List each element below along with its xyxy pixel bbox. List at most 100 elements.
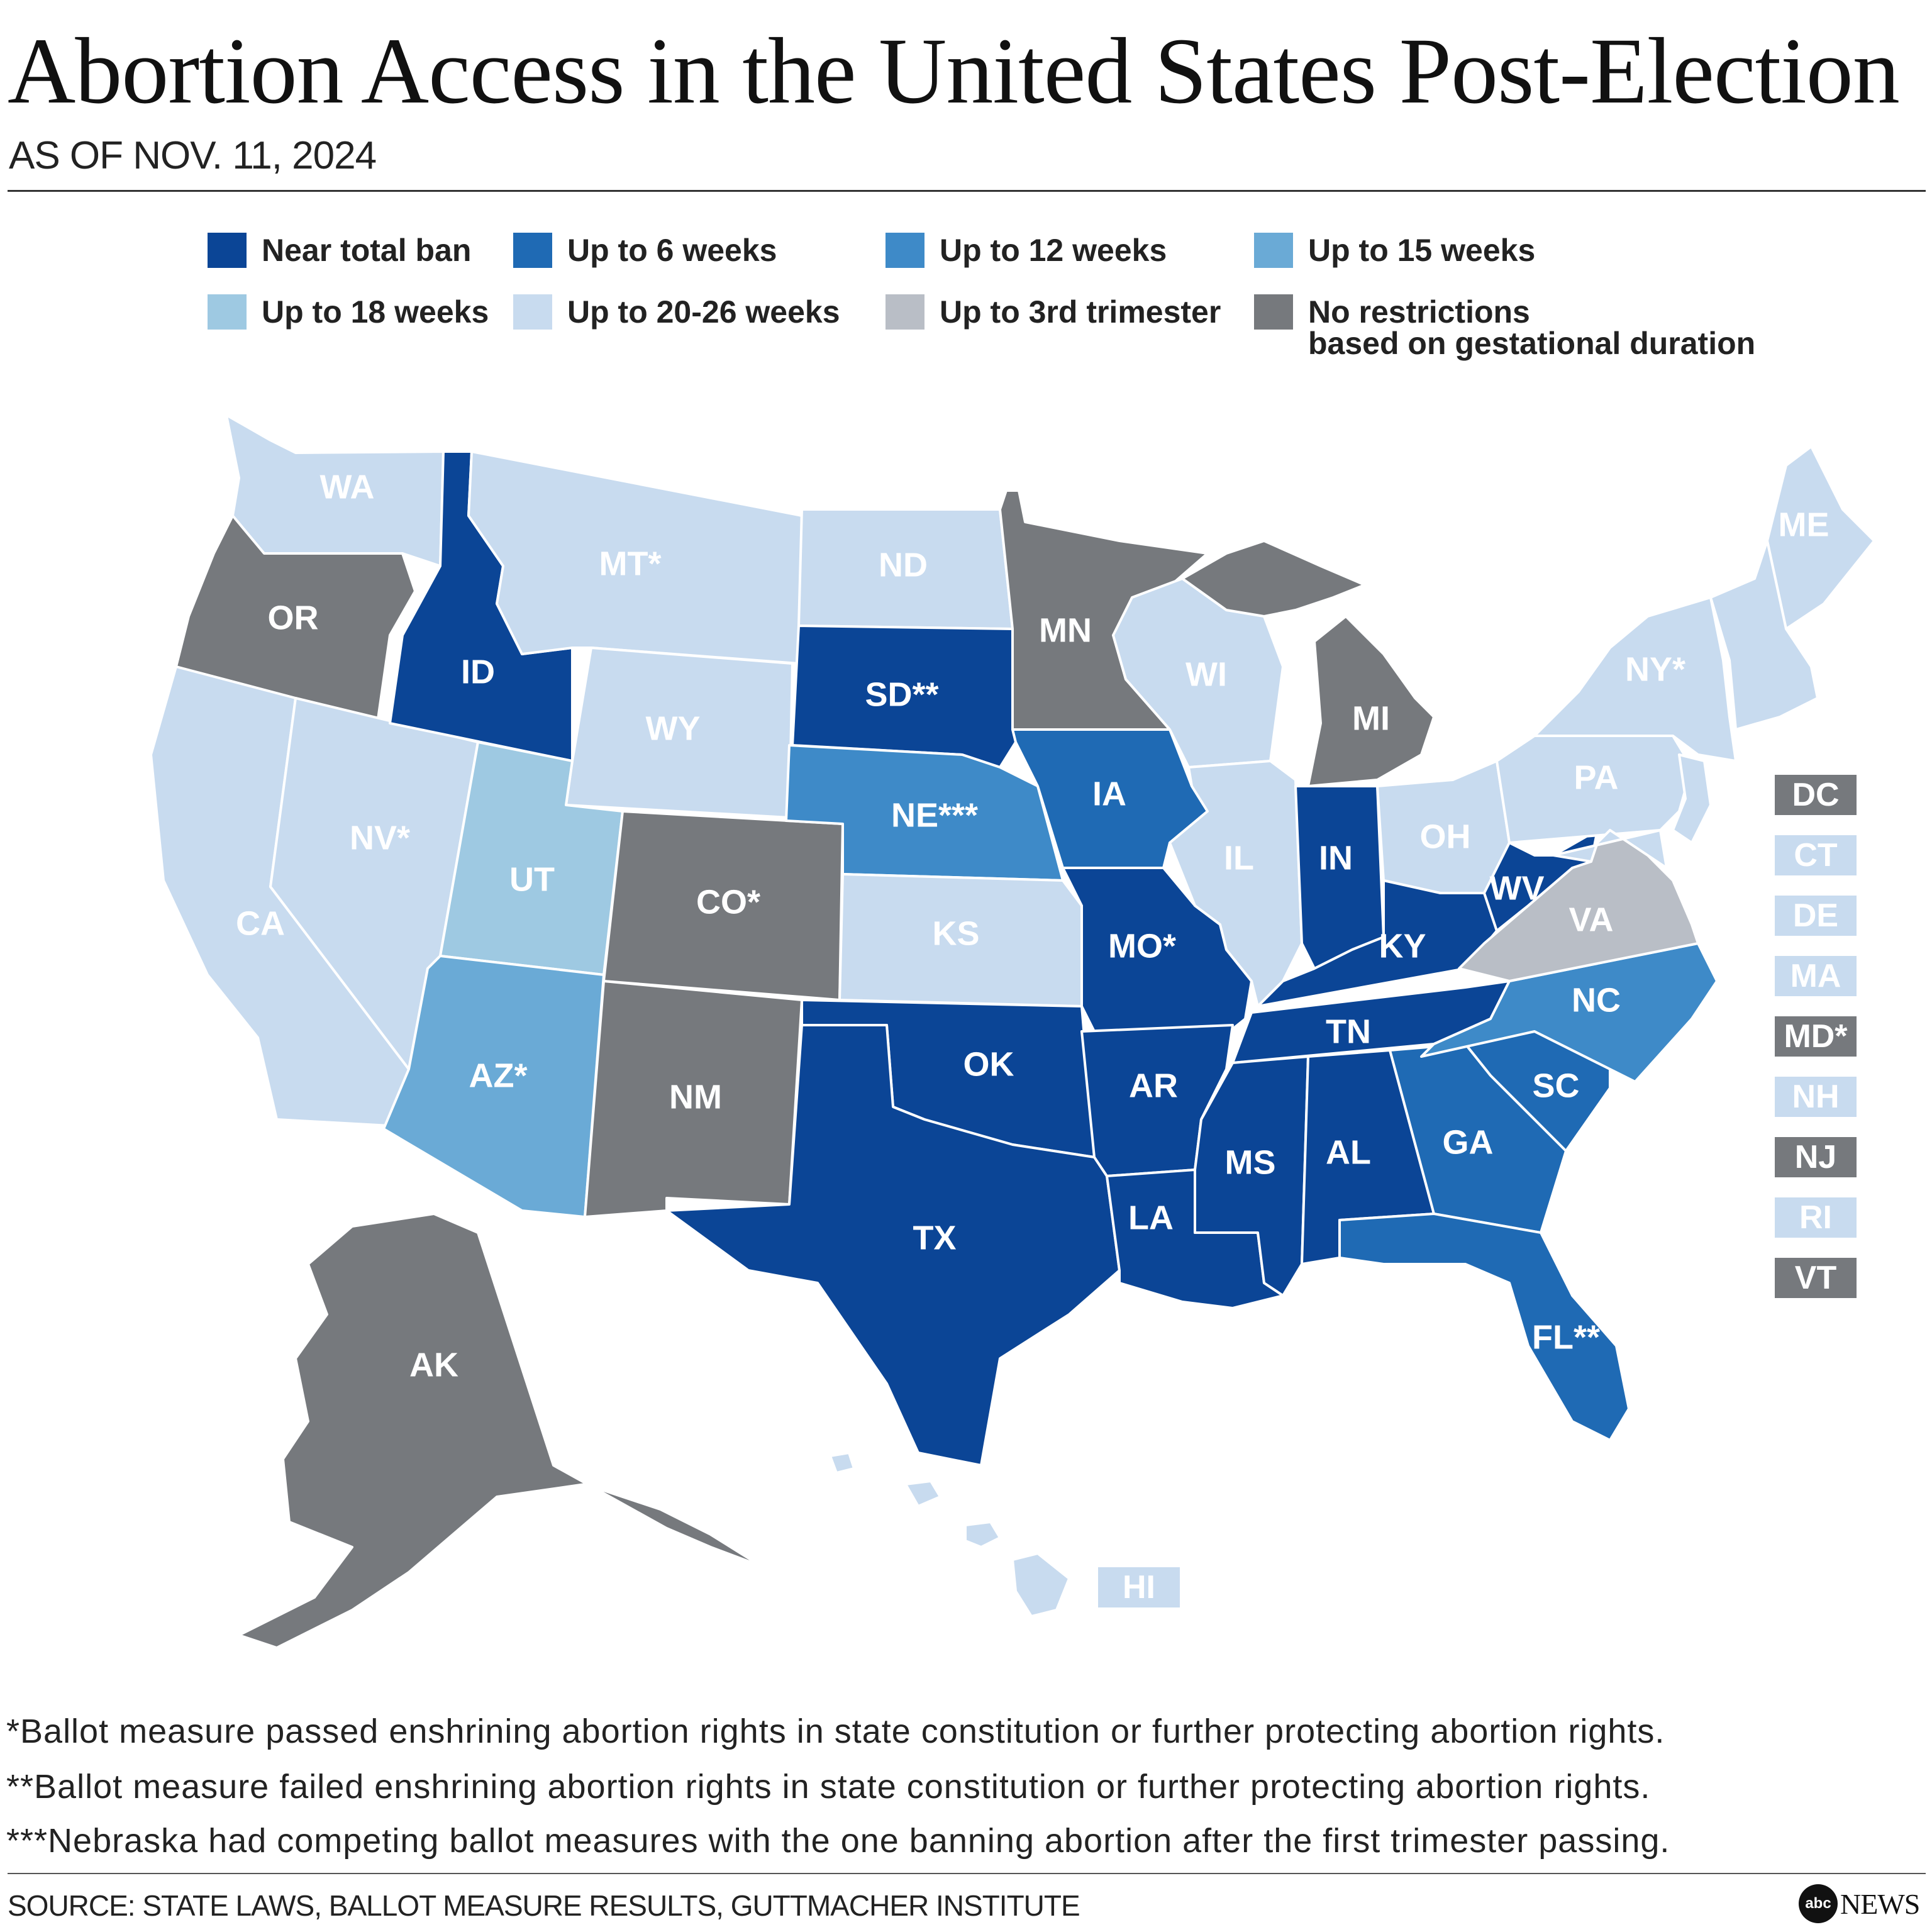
- source-line: SOURCE: STATE LAWS, BALLOT MEASURE RESUL…: [8, 1889, 1080, 1922]
- state-tx: [665, 1024, 1121, 1467]
- state-label-mn: MN: [1039, 611, 1092, 649]
- footnote-3: ***Nebraska had competing ballot measure…: [6, 1822, 1670, 1860]
- us-map: WA OR CA ID NV* MT* WY UT AZ* CO* NM ND SD** NE*** KS O…: [150, 414, 1875, 1649]
- state-label-wv: WV: [1490, 869, 1545, 907]
- state-hi-big: [1011, 1552, 1070, 1618]
- state-nj: [1672, 753, 1712, 844]
- state-label-ca: CA: [236, 904, 285, 942]
- small-state-ct: CT: [1775, 835, 1857, 875]
- state-label-ne: NE***: [891, 796, 978, 834]
- small-state-nj: NJ: [1775, 1137, 1857, 1177]
- state-mi-upper: [1181, 540, 1366, 618]
- state-label-mo: MO*: [1108, 927, 1176, 965]
- state-ky: [1257, 879, 1498, 1008]
- page-title: Abortion Access in the United States Pos…: [8, 19, 1900, 123]
- state-label-il: IL: [1224, 839, 1254, 877]
- small-state-md: MD*: [1775, 1016, 1857, 1057]
- state-label-ga: GA: [1443, 1123, 1494, 1161]
- state-md: [1552, 829, 1668, 869]
- small-state-ma: MA: [1775, 956, 1857, 996]
- state-mi: [1307, 615, 1435, 787]
- state-me: [1766, 445, 1875, 630]
- state-label-nd: ND: [879, 546, 928, 584]
- legend-swatch: [513, 294, 552, 330]
- legend-label: Up to 18 weeks: [262, 294, 489, 330]
- abc-logo-mark: abc: [1799, 1884, 1838, 1923]
- legend-item-w20: Up to 20-26 weeks: [513, 294, 840, 330]
- state-label-id: ID: [461, 653, 495, 691]
- state-labels: WA OR CA ID NV* MT* WY UT AZ* CO* NM ND SD** NE*** KS O…: [236, 468, 1829, 1384]
- state-label-tx: TX: [913, 1219, 956, 1257]
- state-label-hi: HI: [1098, 1567, 1180, 1607]
- legend-label: Near total ban: [262, 233, 472, 268]
- state-label-mt: MT*: [599, 545, 662, 582]
- legend-item-w15: Up to 15 weeks: [1254, 233, 1535, 268]
- abc-logo-wordmark: NEWS: [1840, 1887, 1920, 1920]
- small-state-ri: RI: [1775, 1197, 1857, 1238]
- legend-item-w6: Up to 6 weeks: [513, 233, 777, 268]
- state-label-wi: WI: [1185, 655, 1227, 693]
- state-label-ar: AR: [1129, 1067, 1178, 1104]
- state-hi-oahu: [904, 1480, 941, 1507]
- legend-label: Up to 12 weeks: [940, 233, 1167, 268]
- state-hi-maui: [964, 1521, 1001, 1548]
- state-label-nv: NV*: [350, 819, 410, 857]
- small-state-de: DE: [1775, 896, 1857, 936]
- small-state-nh: NH: [1775, 1077, 1857, 1117]
- state-label-oh: OH: [1420, 818, 1471, 855]
- legend-label: Up to 3rd trimester: [940, 294, 1221, 330]
- legend-swatch: [886, 233, 924, 268]
- legend-item-w12: Up to 12 weeks: [886, 233, 1167, 268]
- state-ny: [1533, 596, 1737, 762]
- state-label-nc: NC: [1572, 981, 1621, 1019]
- state-label-ak: AK: [409, 1346, 458, 1384]
- abc-news-logo: abc NEWS: [1799, 1884, 1920, 1923]
- state-ak: [238, 1213, 762, 1649]
- state-label-ia: IA: [1092, 775, 1126, 813]
- legend-label: Up to 15 weeks: [1308, 233, 1536, 268]
- legend-swatch: [513, 233, 552, 268]
- legend-swatch: [208, 294, 247, 330]
- state-label-ny: NY*: [1625, 650, 1685, 688]
- small-state-vt: VT: [1775, 1258, 1857, 1298]
- state-label-sd: SD**: [865, 675, 938, 713]
- legend-swatch: [1254, 294, 1293, 330]
- state-nc: [1420, 942, 1718, 1083]
- legend-item-none: No restrictions based on gestational dur…: [1254, 294, 1755, 359]
- small-state-dc: DC: [1775, 775, 1857, 815]
- header-divider: [8, 190, 1926, 192]
- state-mo: [1062, 867, 1253, 1033]
- legend-label: No restrictions based on gestational dur…: [1308, 294, 1756, 361]
- state-fl: [1338, 1213, 1630, 1441]
- state-label-in: IN: [1319, 839, 1353, 877]
- legend: Near total ban Up to 6 weeks Up to 12 we…: [208, 226, 1843, 377]
- state-label-wa: WA: [320, 468, 375, 506]
- state-label-ks: KS: [932, 914, 979, 952]
- state-label-tn: TN: [1326, 1013, 1371, 1050]
- legend-swatch: [208, 233, 247, 268]
- state-wy: [565, 647, 794, 819]
- state-label-or: OR: [268, 599, 319, 636]
- legend-item-ban: Near total ban: [208, 233, 471, 268]
- state-label-la: LA: [1128, 1199, 1174, 1236]
- state-label-ky: KY: [1379, 927, 1426, 965]
- state-label-sc: SC: [1532, 1067, 1579, 1104]
- state-label-fl: FL**: [1532, 1318, 1600, 1356]
- state-label-ut: UT: [509, 860, 555, 898]
- state-ia: [1011, 728, 1209, 869]
- state-label-pa: PA: [1574, 758, 1618, 796]
- state-wa: [225, 414, 445, 567]
- legend-swatch: [886, 294, 924, 330]
- footnote-2: **Ballot measure failed enshrining abort…: [6, 1768, 1651, 1806]
- state-label-al: AL: [1326, 1133, 1371, 1171]
- state-label-az: AZ*: [469, 1057, 528, 1094]
- footnote-1: *Ballot measure passed enshrining aborti…: [6, 1713, 1665, 1750]
- state-or: [175, 514, 416, 724]
- legend-item-tri3: Up to 3rd trimester: [886, 294, 1221, 330]
- footer-divider: [8, 1873, 1926, 1874]
- state-label-nm: NM: [669, 1078, 722, 1116]
- legend-swatch: [1254, 233, 1293, 268]
- state-label-me: ME: [1779, 506, 1829, 543]
- new-england-states: [1709, 540, 1819, 731]
- state-hi-kauai: [829, 1452, 855, 1474]
